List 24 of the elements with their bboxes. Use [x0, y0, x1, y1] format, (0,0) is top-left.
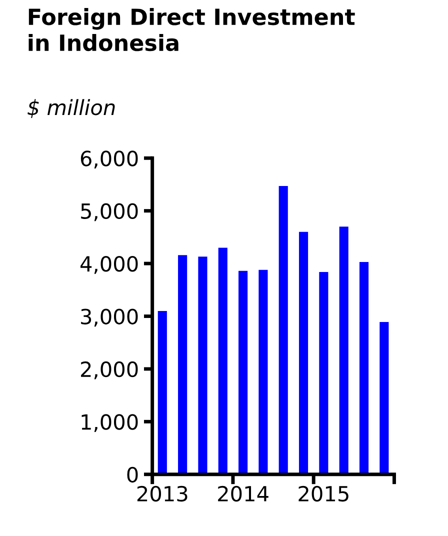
- y-tick-label: 1,000: [82, 414, 138, 432]
- bar: [218, 248, 228, 474]
- bar: [319, 272, 328, 474]
- x-tick-label: 2015: [298, 486, 348, 502]
- bar: [339, 226, 348, 474]
- bar: [278, 186, 288, 474]
- bar: [258, 270, 268, 474]
- y-tick-label: 6,000: [80, 150, 138, 168]
- y-tick-label: 4,000: [80, 256, 138, 274]
- bar: [359, 262, 369, 474]
- bar: [158, 310, 167, 474]
- chart-title: Foreign Direct Investment in Indonesia: [28, 8, 355, 52]
- bar: [298, 232, 308, 474]
- bar: [380, 322, 389, 474]
- bar: [198, 256, 208, 474]
- bar: [238, 270, 248, 474]
- y-tick-label: 3,000: [81, 308, 138, 327]
- bar: [178, 255, 188, 474]
- chart-subtitle: $ million: [28, 99, 115, 118]
- y-tick-label: 0: [127, 466, 138, 483]
- y-tick-label: 2,000: [81, 361, 138, 380]
- y-tick-label: 5,000: [81, 203, 138, 222]
- x-tick-label: 2013: [137, 486, 188, 502]
- x-tick-label: 2014: [218, 486, 268, 502]
